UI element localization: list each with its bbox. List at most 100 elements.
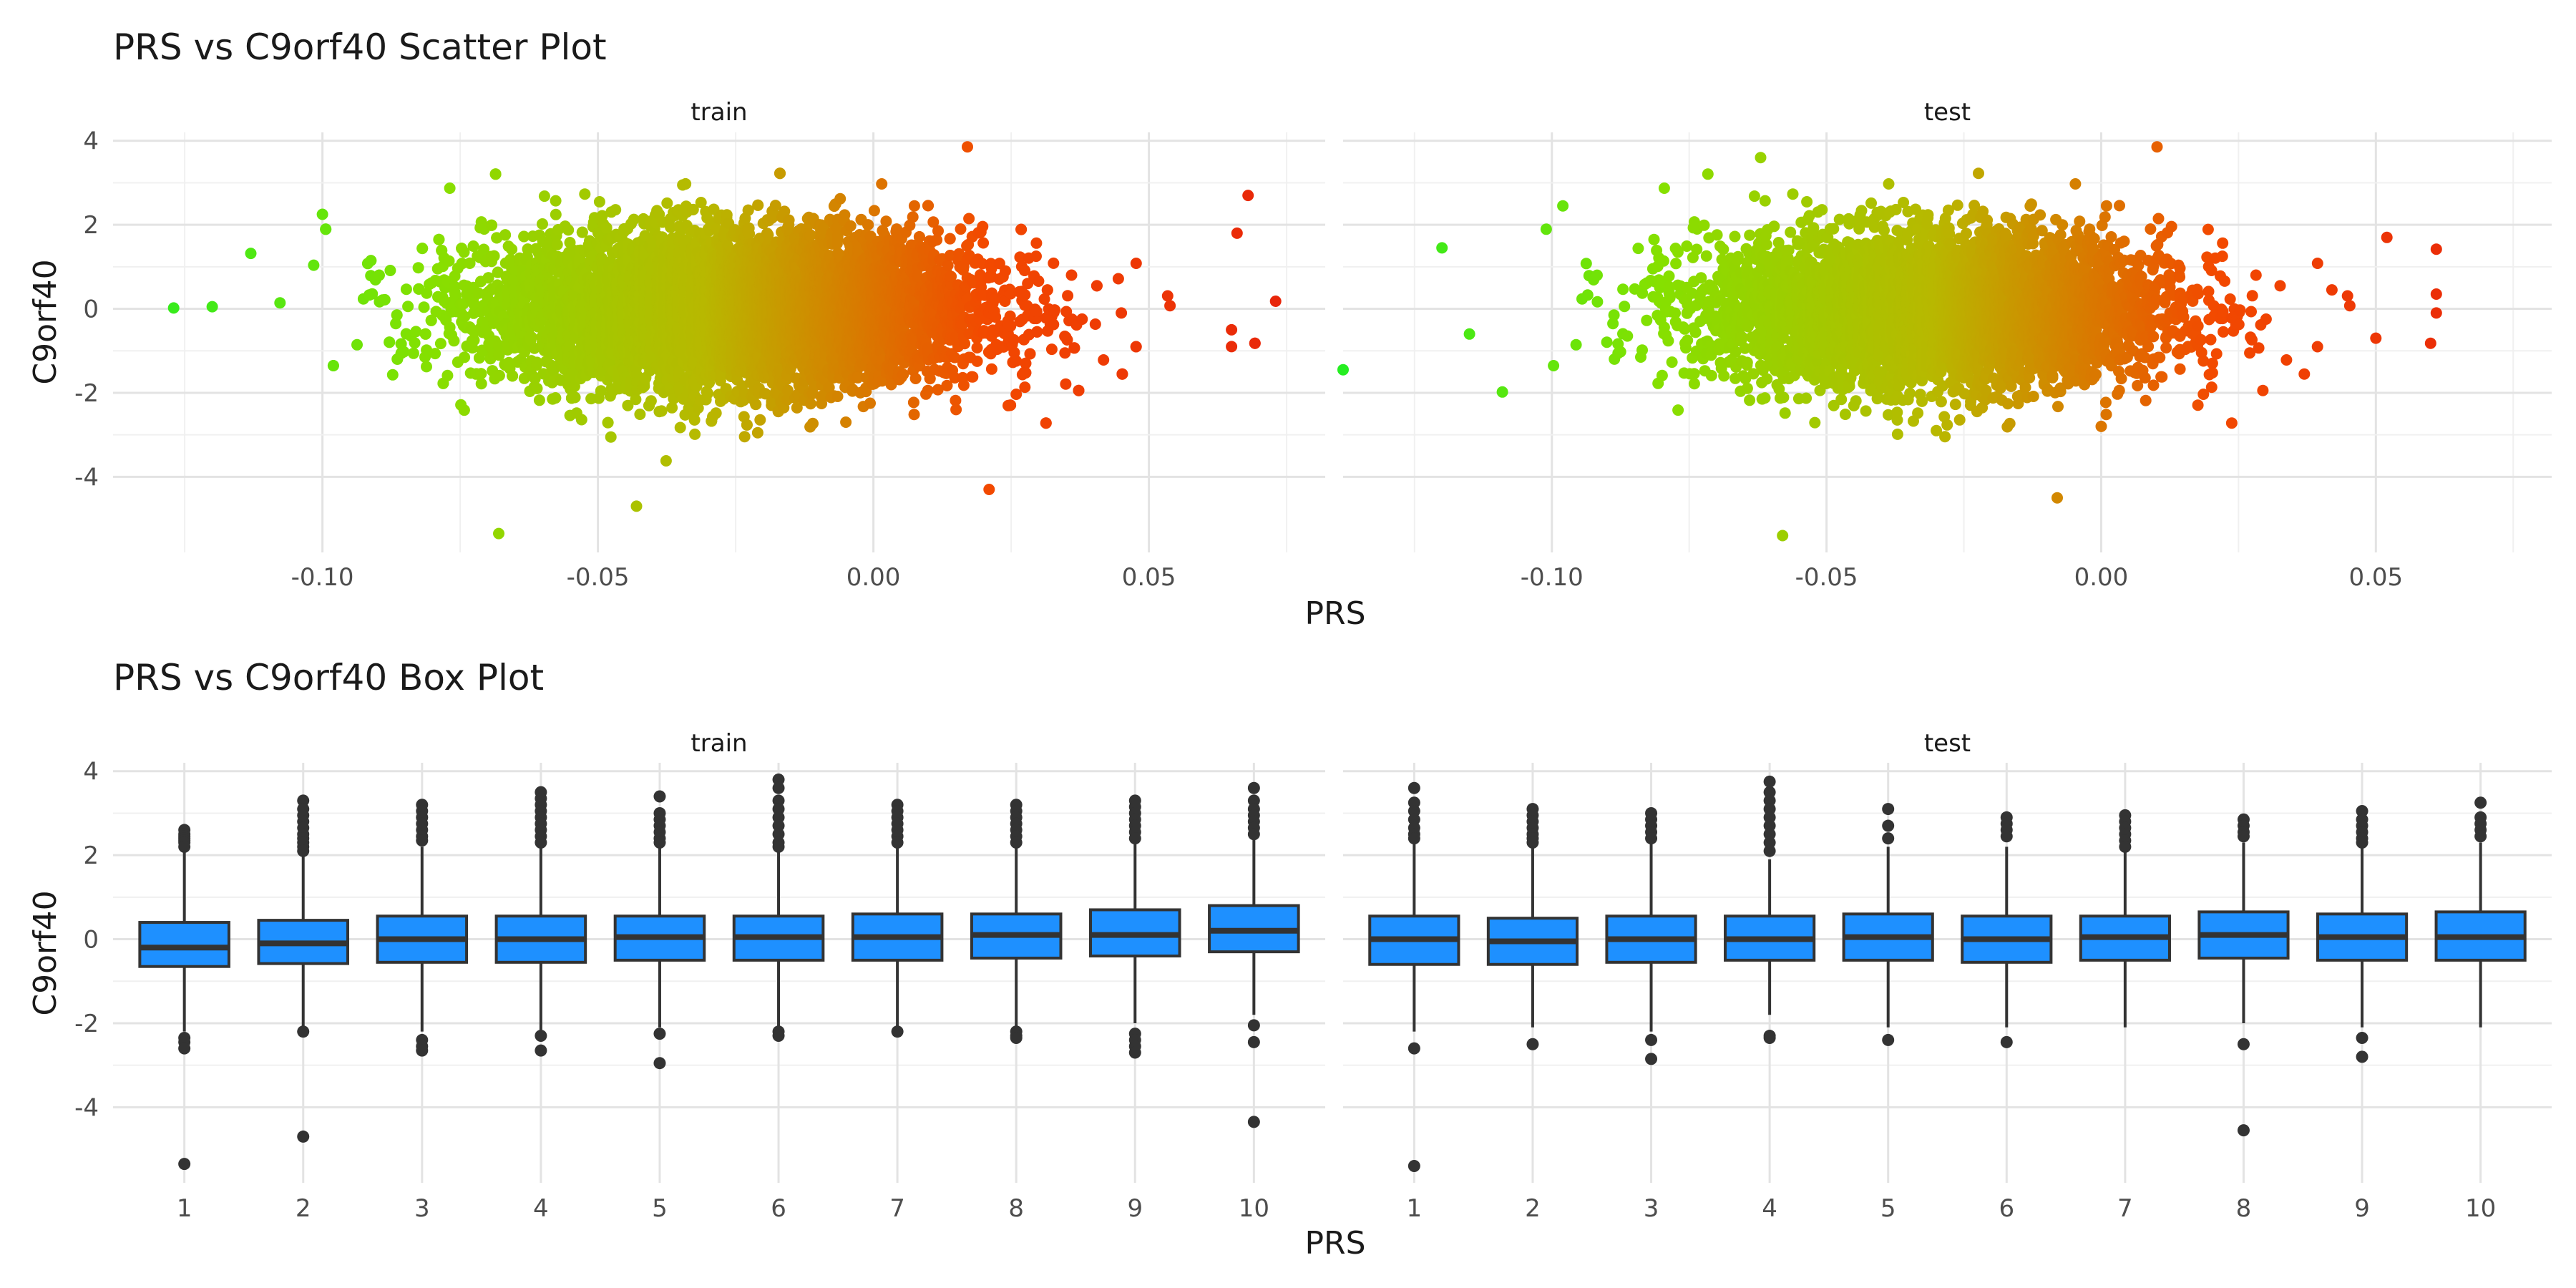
scatter-point — [391, 309, 403, 321]
scatter-point — [468, 334, 480, 346]
box-plot-title: PRS vs C9orf40 Box Plot — [113, 657, 544, 698]
scatter-point — [738, 431, 751, 443]
scatter-point — [531, 382, 543, 394]
scatter-point — [569, 391, 581, 404]
scatter-point — [412, 262, 424, 274]
scatter-x-tick-label: 0.00 — [847, 563, 901, 592]
scatter-point — [507, 370, 519, 382]
scatter-point — [409, 337, 421, 349]
scatter-point — [634, 409, 646, 420]
scatter-panel-train: -0.10 -0.05 0.00 0.05 -4 -2 0 2 4 train — [74, 98, 1325, 592]
scatter-point — [419, 328, 431, 340]
scatter-point — [605, 431, 617, 443]
scatter-point — [575, 414, 587, 426]
scatter-point — [390, 318, 402, 330]
scatter-point — [610, 204, 622, 216]
scatter-point — [458, 404, 470, 416]
scatter-point — [645, 395, 657, 407]
scatter-point — [386, 369, 399, 381]
scatter-point — [475, 368, 487, 380]
scatter-point — [702, 387, 714, 399]
scatter-point — [660, 455, 672, 467]
scatter-point — [320, 223, 332, 235]
scatter-y-tick-label: 2 — [83, 211, 99, 240]
scatter-point — [661, 197, 673, 209]
scatter-point — [689, 428, 701, 440]
scatter-x-tick-label: 0.05 — [1122, 563, 1176, 592]
scatter-point — [710, 407, 722, 419]
scatter-point — [351, 338, 363, 351]
scatter-x-tick-label: -0.10 — [291, 563, 354, 592]
scatter-point — [522, 243, 534, 255]
scatter-point — [421, 344, 433, 356]
scatter-y-axis-title: C9orf40 — [27, 259, 64, 384]
scatter-point — [531, 356, 543, 369]
scatter-point — [472, 287, 484, 299]
scatter-point — [488, 250, 500, 262]
scatter-point — [418, 301, 430, 313]
scatter-point — [274, 297, 286, 309]
scatter-point — [443, 255, 455, 267]
scatter-point — [525, 331, 537, 343]
scatter-point — [529, 373, 541, 385]
scatter-point — [518, 230, 530, 243]
scatter-point — [327, 360, 339, 371]
scatter-point — [459, 311, 471, 323]
scatter-y-tick-label: -2 — [74, 379, 99, 408]
scatter-point — [425, 314, 437, 326]
scatter-point — [551, 238, 563, 250]
scatter-point — [379, 293, 391, 306]
scatter-x-tick-label: -0.05 — [567, 563, 630, 592]
scatter-point — [593, 196, 605, 208]
scatter-point — [489, 168, 502, 180]
scatter-y-tick-label: 0 — [83, 296, 99, 324]
scatter-point — [448, 335, 460, 347]
scatter-point — [365, 255, 377, 267]
scatter-point — [459, 351, 471, 364]
scatter-point — [533, 394, 545, 406]
scatter-point — [410, 326, 422, 338]
scatter-point — [493, 369, 505, 381]
scatter-point — [478, 243, 490, 255]
scatter-point — [429, 348, 441, 360]
scatter-point — [398, 346, 410, 358]
scatter-point — [537, 218, 548, 230]
scatter-point — [674, 421, 686, 434]
scatter-point — [373, 269, 385, 281]
scatter-x-axis-title: PRS — [1304, 595, 1365, 632]
scatter-point — [680, 178, 692, 190]
scatter-point — [434, 338, 447, 350]
scatter-point — [400, 283, 412, 296]
scatter-point — [366, 288, 379, 300]
scatter-point — [742, 204, 754, 216]
scatter-point — [655, 405, 668, 417]
scatter-point — [550, 208, 562, 220]
scatter-point — [492, 266, 504, 278]
scatter-point — [444, 182, 456, 194]
scatter-point — [433, 233, 445, 245]
scatter-point — [482, 272, 494, 284]
scatter-point — [538, 190, 550, 203]
facet-strip-label-train: train — [691, 98, 747, 127]
scatter-point — [602, 416, 614, 429]
scatter-point — [486, 219, 497, 231]
scatter-point — [464, 257, 476, 269]
scatter-y-tick-label: 4 — [83, 127, 99, 156]
scatter-point — [421, 361, 432, 373]
scatter-point — [384, 265, 396, 276]
scatter-point — [308, 259, 320, 271]
scatter-point — [407, 347, 419, 359]
scatter-point — [458, 246, 470, 258]
scatter-point — [506, 243, 518, 255]
scatter-point — [550, 392, 562, 404]
scatter-point — [579, 188, 591, 200]
scatter-point — [416, 243, 429, 255]
scatter-point — [562, 224, 575, 236]
scatter-point — [493, 349, 505, 361]
scatter-y-tick-label: -4 — [74, 463, 99, 492]
scatter-point — [528, 342, 540, 354]
scatter-point — [688, 414, 701, 426]
scatter-point — [499, 229, 512, 241]
scatter-point — [630, 394, 642, 406]
